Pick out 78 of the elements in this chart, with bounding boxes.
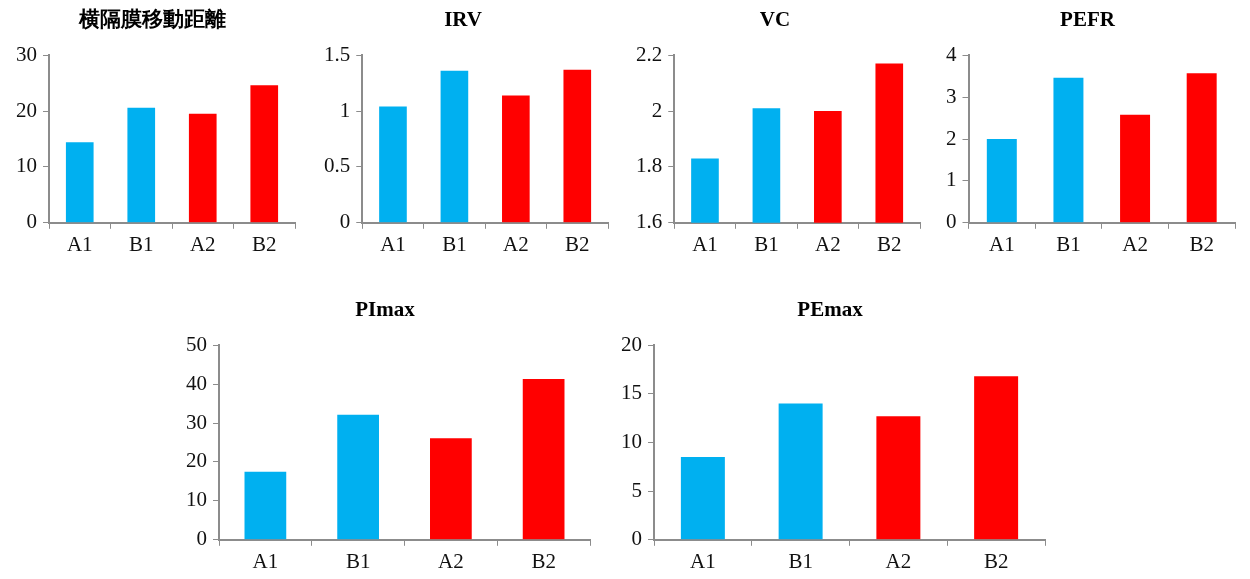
y-tick-label: 10	[621, 429, 642, 454]
x-tick-label: B2	[1189, 231, 1214, 256]
bar	[502, 95, 530, 223]
y-tick-label: 2.2	[636, 41, 663, 66]
bar	[430, 438, 472, 540]
y-tick-label: 4	[946, 41, 957, 66]
x-tick-label: B2	[565, 231, 590, 256]
x-tick-label: A1	[252, 548, 279, 573]
bar	[337, 414, 379, 540]
y-tick-label: 1.5	[324, 41, 351, 66]
x-tick-label: B2	[251, 231, 277, 256]
x-tick-label: B2	[877, 231, 902, 256]
y-tick-label: 0	[631, 526, 642, 551]
y-tick-label: 30	[186, 409, 207, 434]
y-tick-label: 0	[196, 526, 207, 551]
y-tick-label: 10	[16, 153, 37, 178]
x-tick-label: B1	[345, 548, 371, 573]
y-tick-label: 0	[339, 209, 351, 234]
bar	[563, 69, 592, 223]
x-tick-label: A2	[1122, 231, 1148, 256]
y-tick-label: 50	[186, 331, 207, 356]
x-tick-label: A1	[690, 548, 716, 573]
y-tick-label: 20	[16, 97, 37, 122]
y-tick-label: 1.8	[636, 153, 663, 178]
bar	[986, 139, 1017, 223]
chart-title: PImax	[355, 297, 416, 322]
y-tick-label: 40	[186, 370, 207, 395]
x-tick-label: A1	[988, 231, 1015, 256]
bar	[379, 106, 407, 223]
bar	[1186, 73, 1217, 223]
x-tick-label: A1	[380, 231, 406, 256]
y-tick-label: 0	[26, 209, 37, 234]
y-tick-label: 0.5	[324, 153, 351, 178]
bar	[188, 113, 217, 223]
bar	[250, 85, 279, 223]
x-tick-label: A2	[885, 548, 912, 573]
bar	[1120, 114, 1151, 223]
y-tick-label: 3	[946, 83, 957, 108]
bar	[244, 471, 287, 540]
chart-title: PEFR	[1060, 7, 1116, 32]
chart-title: PEmax	[797, 297, 864, 322]
y-tick-label: 1	[946, 167, 957, 192]
y-tick-label: 5	[631, 477, 642, 502]
y-tick-label: 0	[946, 209, 957, 234]
x-tick-label: A2	[503, 231, 529, 256]
x-tick-label: B1	[442, 231, 467, 256]
chart-title: IRV	[444, 7, 482, 32]
bar	[127, 107, 156, 223]
x-tick-label: B2	[983, 548, 1009, 573]
chart-title: 横隔膜移動距離	[78, 7, 226, 32]
bar	[440, 70, 469, 223]
x-tick-label: B1	[788, 548, 813, 573]
y-tick-label: 20	[621, 331, 642, 356]
x-tick-label: A1	[66, 231, 93, 256]
x-tick-label: A1	[692, 231, 718, 256]
y-tick-label: 1	[339, 97, 351, 122]
y-tick-label: 15	[621, 380, 642, 405]
y-tick-label: 10	[186, 487, 207, 512]
bar	[778, 403, 823, 540]
x-tick-label: B1	[754, 231, 779, 256]
x-tick-label: A2	[189, 231, 216, 256]
y-tick-label: 2	[651, 97, 663, 122]
bar	[522, 379, 565, 540]
chart-title: VC	[759, 7, 791, 32]
y-tick-label: 1.6	[636, 209, 663, 234]
x-tick-label: B2	[531, 548, 556, 573]
y-tick-label: 20	[186, 448, 207, 473]
bar	[974, 376, 1019, 540]
x-tick-label: B1	[128, 231, 154, 256]
x-tick-label: A2	[815, 231, 841, 256]
bar	[65, 142, 94, 223]
y-tick-label: 30	[16, 41, 37, 66]
bar	[876, 416, 921, 540]
x-tick-label: A2	[438, 548, 464, 573]
bar	[1053, 77, 1084, 223]
bar	[680, 457, 725, 540]
y-tick-label: 2	[946, 125, 957, 150]
x-tick-label: B1	[1056, 231, 1081, 256]
